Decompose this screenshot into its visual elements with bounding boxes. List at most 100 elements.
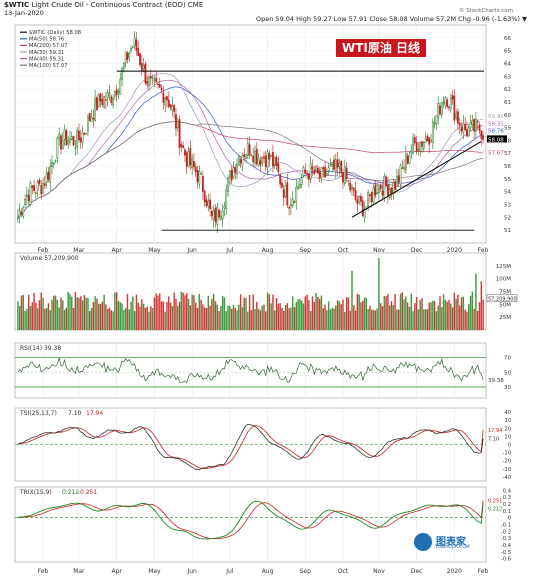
volume-bar — [354, 310, 357, 330]
volume-bar — [344, 311, 346, 330]
ma-30-line — [17, 73, 484, 218]
volume-bar — [194, 302, 197, 330]
volume-bar — [293, 307, 296, 330]
month-label-top: Apr — [111, 247, 122, 254]
candle-body — [171, 105, 174, 111]
trix-legend-value: 0.212 — [62, 489, 79, 496]
volume-bar — [381, 306, 384, 330]
trix-tick-label: 0.2 — [503, 502, 511, 508]
candle-body — [194, 166, 197, 173]
candle-body — [275, 157, 278, 166]
candle-body — [336, 159, 339, 168]
volume-bar — [367, 308, 369, 330]
candle-body — [471, 120, 474, 125]
month-label-top: Feb — [478, 247, 489, 254]
tsi-tick-label: 30 — [504, 418, 511, 424]
volume-bar — [405, 296, 407, 330]
candle-body — [92, 118, 95, 120]
volume-bar — [473, 308, 475, 330]
candle-body — [272, 151, 274, 167]
candle-body — [166, 96, 168, 101]
volume-bar — [159, 293, 161, 330]
volume-bar — [80, 296, 82, 330]
volume-bar — [281, 307, 283, 330]
candle-body — [473, 119, 475, 132]
tsi-tick-label: 40 — [504, 410, 511, 416]
candle-body — [309, 163, 312, 180]
candle-body — [354, 190, 357, 200]
candle-body — [413, 137, 416, 144]
candle-body — [228, 171, 231, 178]
volume-bar — [342, 299, 344, 330]
volume-bar — [155, 293, 157, 330]
candle-body — [482, 135, 484, 140]
legend-item: MA(50) 58.76 — [29, 37, 64, 43]
volume-bar — [69, 293, 71, 330]
candle-body — [307, 173, 310, 180]
trix-tick-label: -0.6 — [501, 557, 511, 563]
volume-bar — [415, 297, 418, 330]
trix-right-label: 0.251 — [488, 499, 502, 505]
trix-tick-label: -0.2 — [501, 529, 511, 535]
volume-bar — [83, 295, 86, 330]
volume-bar — [387, 294, 389, 330]
candle-body — [209, 199, 211, 209]
candle-body — [467, 127, 470, 137]
volume-bar — [31, 302, 33, 330]
candle-body — [103, 96, 105, 108]
month-label-bottom: Feb — [478, 568, 489, 575]
candle-body — [331, 162, 334, 165]
volume-bar — [460, 297, 463, 330]
volume-bar — [119, 302, 121, 330]
volume-bar — [394, 293, 396, 330]
candle-body — [214, 207, 217, 222]
candle-body — [196, 170, 199, 182]
month-label-bottom: Sep — [300, 568, 312, 575]
candle-body — [408, 155, 411, 164]
volume-bar — [110, 310, 113, 330]
price-tick-label: 52 — [504, 215, 511, 221]
volume-bar — [270, 303, 272, 330]
volume-bar — [54, 295, 57, 330]
candle-body — [248, 144, 251, 156]
volume-bar — [396, 309, 398, 330]
volume-bar — [71, 296, 73, 330]
volume-bar — [266, 292, 269, 330]
candle-body — [404, 154, 407, 171]
volume-bar — [44, 308, 46, 330]
volume-bar — [349, 310, 351, 330]
watermark-logo-icon — [414, 533, 432, 551]
candle-body — [153, 79, 156, 81]
volume-bar — [42, 297, 44, 330]
volume-bar — [275, 298, 278, 330]
candle-body — [313, 169, 316, 175]
volume-bar — [304, 296, 307, 330]
volume-bar — [90, 307, 93, 330]
candle-body — [234, 167, 237, 173]
volume-bar — [146, 306, 148, 330]
volume-bar — [56, 299, 59, 330]
candle-body — [446, 99, 449, 107]
volume-bar — [455, 298, 457, 330]
candle-body — [460, 127, 463, 132]
volume-bar — [67, 292, 69, 330]
trix-right-label: 0.212 — [488, 506, 502, 512]
rsi-tick-label: 50 — [504, 370, 511, 376]
candle-body — [268, 153, 271, 160]
month-label-top: May — [148, 247, 161, 254]
candle-body — [34, 192, 37, 195]
candle-body — [369, 194, 371, 196]
candle-body — [410, 150, 413, 154]
candle-body — [316, 167, 319, 173]
candle-body — [131, 46, 134, 48]
candle-body — [124, 51, 127, 63]
volume-bar — [441, 306, 443, 330]
watermark-sub: TUBIAOJIA.COM — [435, 545, 470, 550]
volume-bar — [241, 307, 244, 330]
candle-body — [318, 171, 321, 179]
candle-body — [442, 101, 445, 104]
candle-body — [304, 169, 307, 174]
candle-body — [475, 118, 477, 132]
month-label-top: Sep — [300, 247, 312, 254]
volume-bar — [469, 295, 472, 330]
